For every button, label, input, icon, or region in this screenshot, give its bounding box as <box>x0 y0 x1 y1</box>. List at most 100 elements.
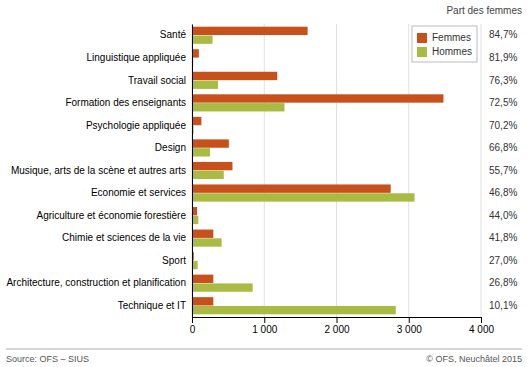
y-axis-line <box>192 25 193 318</box>
share-label: 70,2% <box>489 120 517 131</box>
grid-line <box>192 24 193 317</box>
y-tick: Architecture, construction et planificat… <box>6 277 192 288</box>
grid-line <box>481 24 482 317</box>
y-tick: Psychologie appliquée <box>86 120 192 131</box>
x-tick-label: 4 000 <box>469 324 494 335</box>
share-title: Part des femmes <box>446 5 522 16</box>
x-axis: 0 1 000 2 000 3 000 4 000 <box>190 317 495 335</box>
y-tick: Travail social <box>128 75 192 86</box>
x-tick-label: 0 <box>190 324 196 335</box>
series-0 <box>192 27 443 306</box>
bar <box>192 148 210 156</box>
bar <box>192 275 213 283</box>
y-tick-label: Linguistique appliquée <box>86 52 186 63</box>
y-tick: Design <box>155 142 192 153</box>
legend-label: Femmes <box>432 32 471 43</box>
grid <box>192 24 481 317</box>
y-tick-label: Design <box>155 142 186 153</box>
grid-line <box>336 24 337 317</box>
x-tick-label: 3 000 <box>397 324 422 335</box>
x-tick-mark <box>337 317 338 323</box>
bar <box>192 171 224 179</box>
y-axis: Santé Linguistique appliquée Travail socia… <box>6 25 192 318</box>
y-tick: Musique, arts de la scène et autres arts <box>11 165 192 176</box>
bar <box>192 238 222 246</box>
x-tick-mark <box>481 317 482 323</box>
chart-svg: 0 1 000 2 000 3 000 4 000 Santé Linguistique a… <box>0 0 528 367</box>
share-label: 81,9% <box>489 52 517 63</box>
legend-label: Hommes <box>432 46 472 57</box>
bar <box>192 49 199 57</box>
bar <box>192 139 229 147</box>
bar <box>192 117 201 125</box>
y-tick-label: Technique et IT <box>118 300 186 311</box>
plot-area: 0 1 000 2 000 3 000 4 000 Santé Linguistique a… <box>6 24 517 335</box>
y-tick-label: Economie et services <box>91 187 186 198</box>
x-tick: 1 000 <box>252 317 277 335</box>
x-tick: 4 000 <box>469 317 494 335</box>
grid-line <box>408 24 409 317</box>
y-tick: Agriculture et économie forestière <box>36 210 192 221</box>
y-tick: Sport <box>162 255 192 266</box>
share-label: 84,7% <box>489 29 517 40</box>
x-tick-label: 1 000 <box>252 324 277 335</box>
bar <box>192 184 391 192</box>
legend-swatch <box>417 47 427 57</box>
y-tick-label: Sport <box>162 255 186 266</box>
bar <box>192 94 443 102</box>
share-label: 10,1% <box>489 300 517 311</box>
bar <box>192 297 213 305</box>
y-tick-label: Musique, arts de la scène et autres arts <box>11 165 186 176</box>
share-label: 26,8% <box>489 277 517 288</box>
y-tick: Chimie et sciences de la vie <box>62 232 192 243</box>
y-tick: Economie et services <box>91 187 192 198</box>
x-axis-line <box>193 318 482 324</box>
share-label: 72,5% <box>489 97 517 108</box>
y-tick-label: Formation des enseignants <box>65 97 186 108</box>
bar <box>192 230 213 238</box>
share-label: 41,8% <box>489 232 517 243</box>
x-tick-mark <box>264 317 265 323</box>
grid-line <box>264 24 265 317</box>
share-label: 44,0% <box>489 210 517 221</box>
y-tick: Technique et IT <box>118 300 192 311</box>
legend-swatch <box>417 33 427 43</box>
bar <box>192 162 232 170</box>
legend: Femmes Hommes <box>412 26 477 62</box>
bar <box>192 27 308 35</box>
y-tick-label: Psychologie appliquée <box>86 120 187 131</box>
bar <box>192 72 277 80</box>
x-tick: 3 000 <box>397 317 422 335</box>
share-label: 66,8% <box>489 142 517 153</box>
share-label: 55,7% <box>489 165 517 176</box>
share-labels: 84,7% 81,9% 76,3% 72,5% 70,2% 66,8% 55,7% 46,8%… <box>489 29 517 310</box>
source-left: Source: OFS – SIUS <box>6 354 89 364</box>
legend-box <box>412 26 477 62</box>
bar <box>192 193 415 201</box>
share-label: 76,3% <box>489 75 517 86</box>
bar <box>192 283 253 291</box>
bar <box>192 81 218 89</box>
share-label: 27,0% <box>489 255 517 266</box>
footer-separator <box>6 349 522 350</box>
series-1 <box>192 35 415 314</box>
x-tick-label: 2 000 <box>324 324 349 335</box>
source-right: © OFS, Neuchâtel 2015 <box>426 354 522 364</box>
bar <box>192 306 396 314</box>
bars <box>192 27 443 315</box>
x-tick-mark <box>409 317 410 323</box>
y-tick-label: Santé <box>160 29 187 40</box>
x-tick-mark <box>192 317 193 323</box>
y-tick: Santé <box>160 29 192 40</box>
x-tick: 0 <box>190 317 196 335</box>
bar <box>192 103 284 111</box>
x-tick: 2 000 <box>324 317 349 335</box>
y-tick-label: Agriculture et économie forestière <box>36 210 186 221</box>
y-tick-label: Chimie et sciences de la vie <box>62 232 186 243</box>
y-tick-label: Architecture, construction et planificat… <box>6 277 186 288</box>
y-tick: Formation des enseignants <box>65 97 192 108</box>
y-tick: Linguistique appliquée <box>86 52 192 63</box>
bar <box>192 35 213 43</box>
y-tick-label: Travail social <box>128 75 186 86</box>
share-label: 46,8% <box>489 187 517 198</box>
